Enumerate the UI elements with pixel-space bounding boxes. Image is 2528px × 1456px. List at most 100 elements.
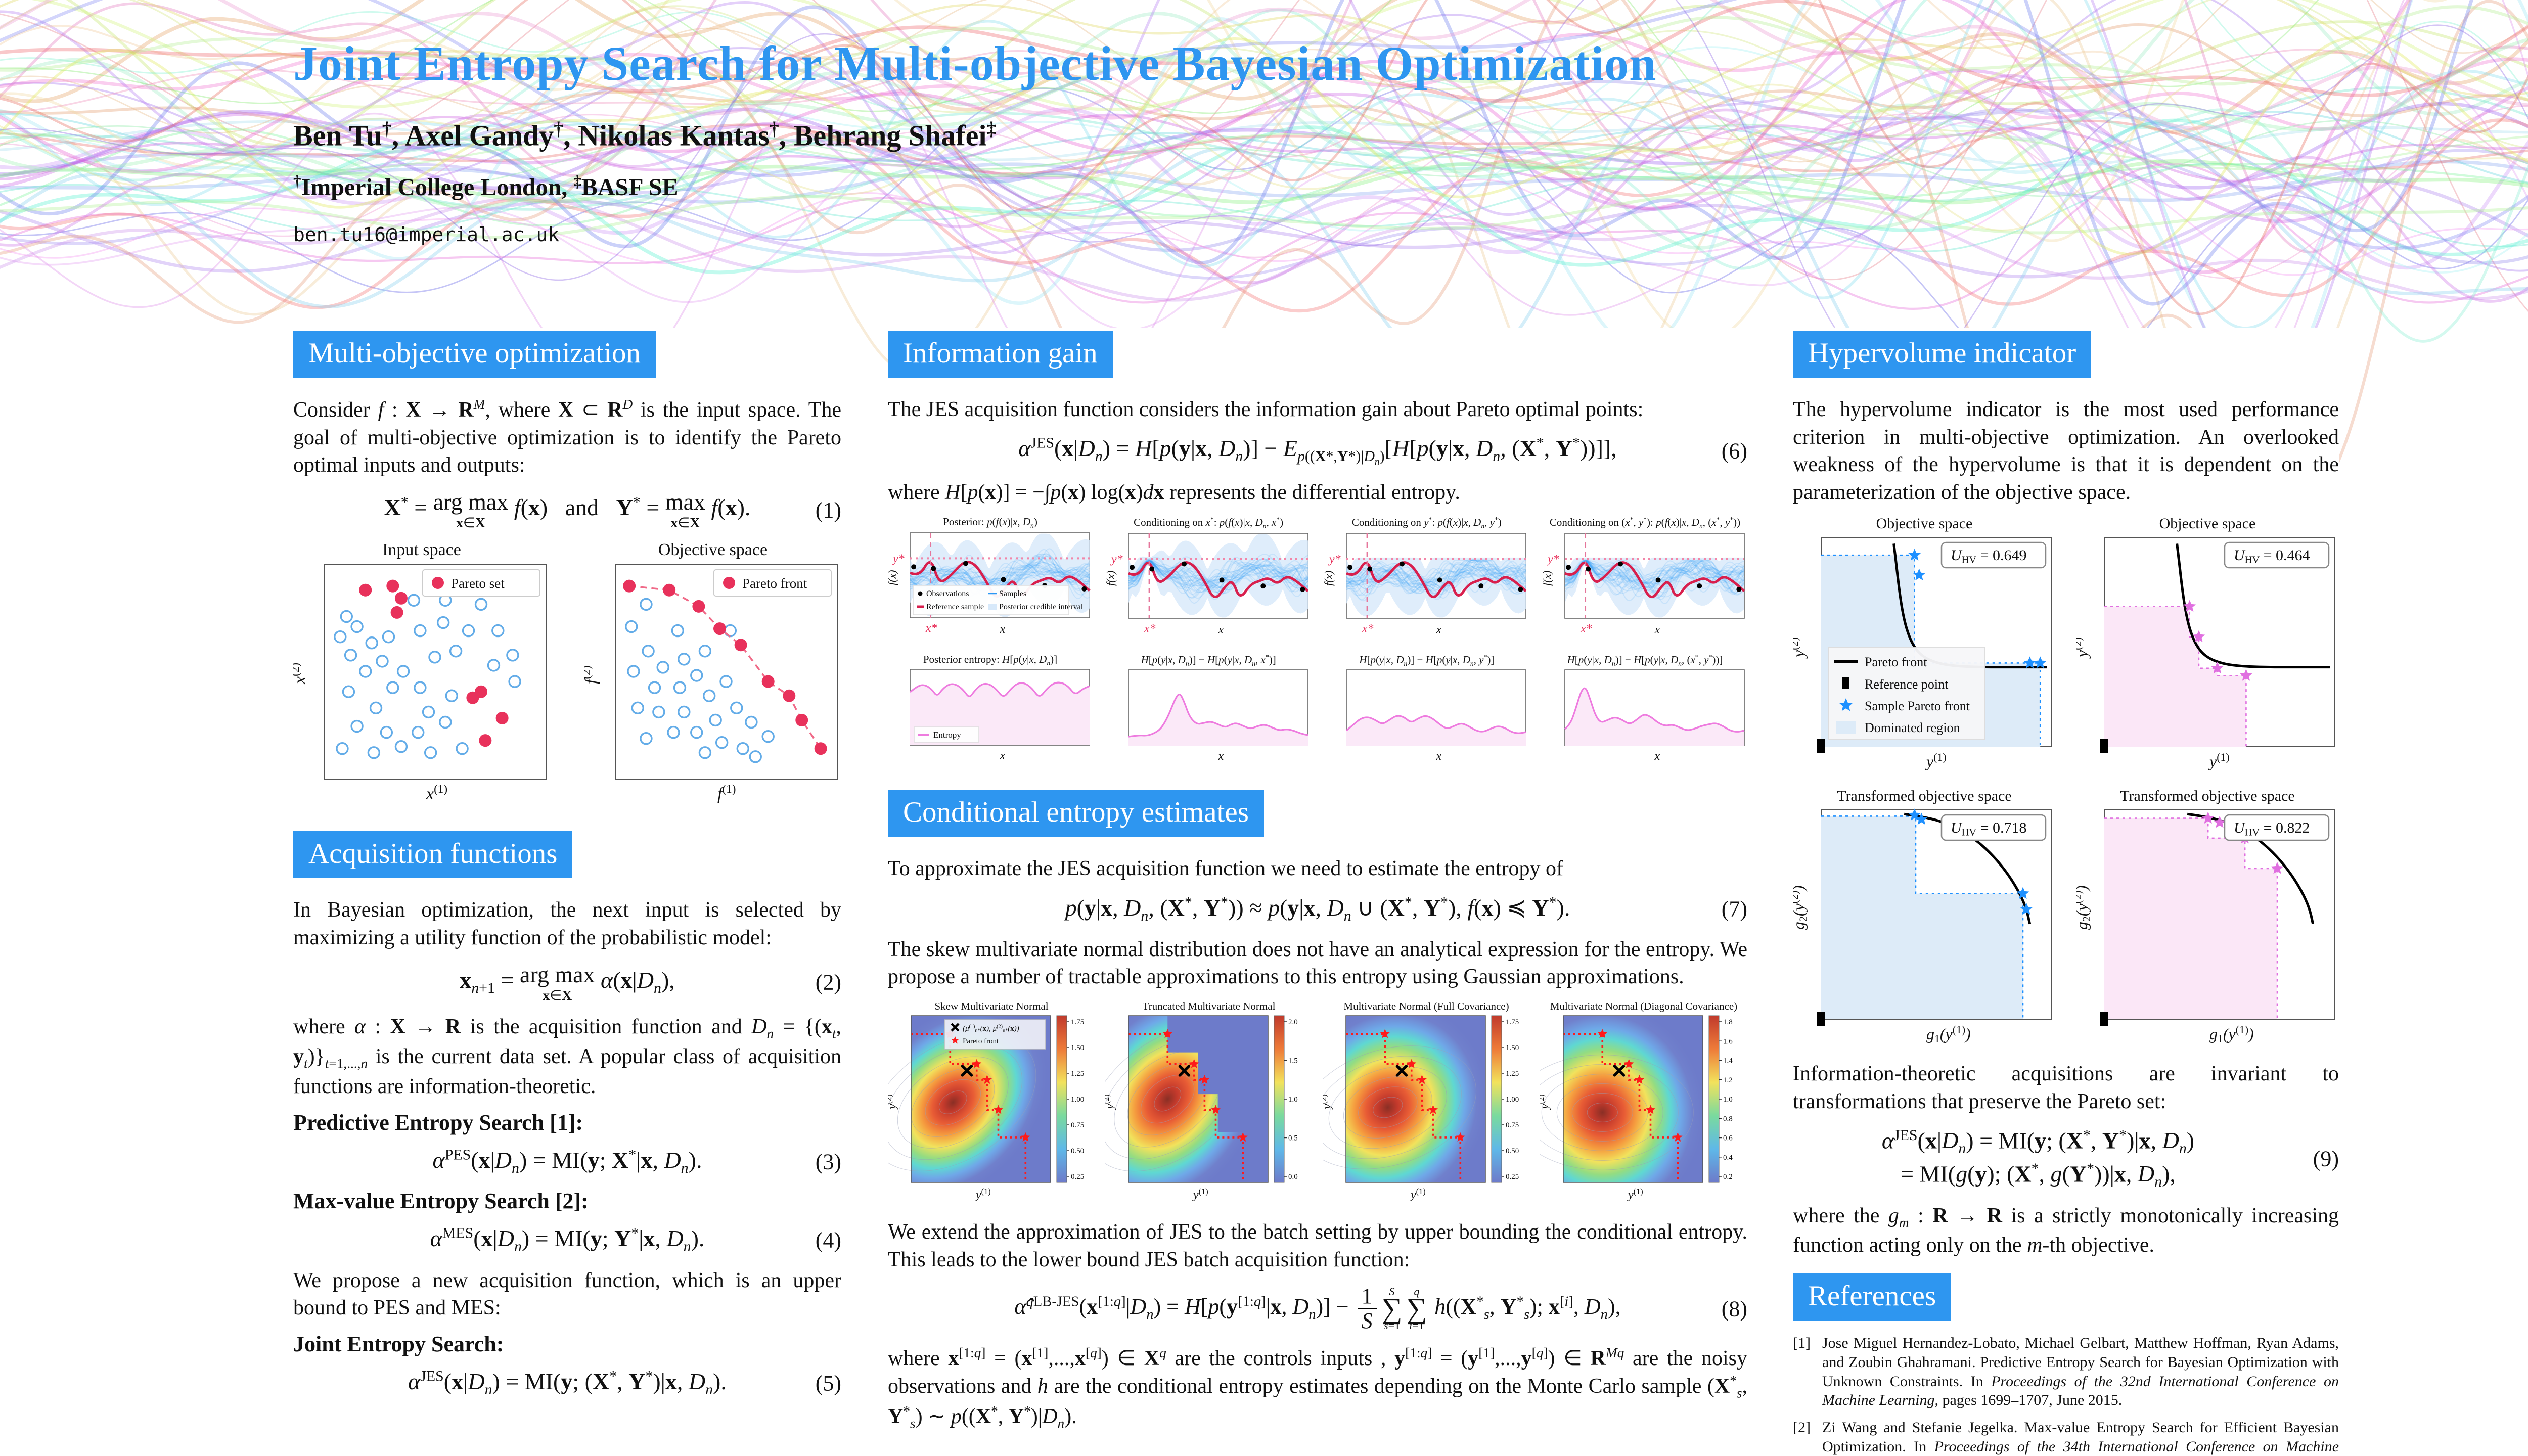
- svg-text:0.2: 0.2: [1723, 1173, 1733, 1181]
- svg-text:0.0: 0.0: [1288, 1173, 1298, 1181]
- cond-paragraph-1: To approximate the JES acquisition funct…: [888, 857, 1564, 881]
- equation-2: xn+1 = arg max x∈X α(x|Dn), (2): [460, 961, 841, 1003]
- svg-text:Reference sample: Reference sample: [926, 603, 984, 611]
- svg-text:g2(y(2)): g2(y(2)): [1793, 886, 1810, 930]
- equation-4: αMES(x|Dn) = MI(y; Y*|x, Dn). (4): [430, 1225, 841, 1255]
- svg-text:y(2): y(2): [1793, 638, 1808, 659]
- svg-text:1.0: 1.0: [1288, 1096, 1298, 1104]
- input-space-title: Input space: [382, 540, 461, 560]
- cond-paragraph-2: The skew multivariate normal distributio…: [888, 937, 1747, 989]
- svg-text:UHV = 0.718: UHV = 0.718: [1951, 820, 2027, 838]
- equation-5: αJES(x|Dn) = MI(y; (X*, Y*)|x, Dn). (5): [408, 1368, 841, 1398]
- svg-text:1.75: 1.75: [1506, 1018, 1519, 1026]
- figure-hypervolume-bottom: Transformed objective space UHV = 0.718 g1…: [1788, 788, 2339, 1051]
- hv-paragraph-1: The hypervolume indicator is the most us…: [1793, 398, 2339, 504]
- svg-text:1.4: 1.4: [1723, 1057, 1733, 1065]
- svg-text:x: x: [1436, 750, 1442, 763]
- section-header-acquisition: Acquisition functions: [293, 831, 573, 879]
- poster-affiliations: †Imperial College London, ‡BASF SE: [293, 172, 679, 201]
- svg-text:Sample Pareto front: Sample Pareto front: [1865, 699, 1970, 713]
- svg-text:Pareto front: Pareto front: [963, 1037, 999, 1045]
- svg-text:f(x): f(x): [1106, 570, 1117, 586]
- gp-panel-3: Conditioning on (x*, y*): p(f(x)|x, Dn, …: [1541, 516, 1747, 644]
- equation-7: p(y|x, Dn, (X*, Y*)) ≈ p(y|x, Dn ∪ (X*, …: [1065, 894, 1747, 924]
- svg-text:1.0: 1.0: [1723, 1096, 1733, 1104]
- svg-text:Pareto set: Pareto set: [451, 576, 505, 591]
- svg-text:Pareto front: Pareto front: [742, 576, 807, 591]
- svg-text:x: x: [1654, 623, 1660, 636]
- svg-text:y*: y*: [1547, 553, 1559, 566]
- svg-text:y(1): y(1): [1627, 1187, 1643, 1202]
- svg-text:f(x): f(x): [888, 570, 898, 585]
- svg-text:UHV = 0.649: UHV = 0.649: [1951, 547, 2027, 565]
- column-left: Multi-objective optimization Consider f …: [289, 328, 841, 1410]
- column-right: Hypervolume indicator The hypervolume in…: [1788, 328, 2339, 1456]
- svg-text:x: x: [1654, 750, 1660, 763]
- svg-text:x: x: [1217, 623, 1224, 636]
- svg-text:0.6: 0.6: [1723, 1134, 1733, 1143]
- hv-paragraph-3: where the gm : R → R is a strictly monot…: [1793, 1204, 2339, 1257]
- svg-text:y(2): y(2): [2076, 638, 2091, 659]
- svg-text:x(2): x(2): [293, 663, 309, 685]
- hv-panel-2: Transformed objective space UHV = 0.718 g1…: [1788, 788, 2056, 1051]
- section-header-conditional-entropy: Conditional entropy estimates: [888, 790, 1264, 837]
- cond-paragraph-4: where x[1:q] = (x[1],...,x[q]) ∈ Xq are …: [888, 1345, 1747, 1431]
- svg-text:UHV = 0.822: UHV = 0.822: [2234, 820, 2310, 838]
- svg-text:0.50: 0.50: [1506, 1147, 1519, 1155]
- equation-9: αJES(x|Dn) = MI(y; (X*, Y*)|x, Dn) = MI(…: [1881, 1126, 2339, 1191]
- references-list: [1] Jose Miguel Hernandez-Lobato, Michael…: [1793, 1334, 2339, 1456]
- svg-text:y(1): y(1): [2208, 751, 2230, 770]
- svg-text:1.6: 1.6: [1723, 1037, 1733, 1045]
- gp-panel-0: Posterior: p(f(x)|x, Dn) y* x* x f(x) Observa…: [886, 516, 1093, 644]
- svg-text:x*: x*: [1362, 622, 1374, 635]
- svg-text:g1(y(1)): g1(y(1)): [1926, 1024, 1971, 1045]
- svg-text:0.50: 0.50: [1071, 1147, 1084, 1155]
- jes-heading: Joint Entropy Search:: [293, 1331, 504, 1356]
- acq-paragraph-3: We propose a new acquisition function, w…: [293, 1268, 841, 1320]
- svg-text:1.00: 1.00: [1506, 1096, 1519, 1104]
- poster-authors: Ben Tu†, Axel Gandy†, Nikolas Kantas†, B…: [293, 118, 997, 152]
- svg-text:y(2): y(2): [1540, 1094, 1551, 1110]
- section-header-hypervolume: Hypervolume indicator: [1793, 331, 2092, 378]
- svg-text:g1(y(1)): g1(y(1)): [2209, 1024, 2254, 1045]
- svg-text:Entropy: Entropy: [933, 730, 961, 740]
- heatmap-panel-0: Skew Multivariate Normal (μ(1)n*(x), μ(2)…: [870, 1000, 1095, 1209]
- cond-paragraph-3: We extend the approximation of JES to th…: [888, 1220, 1747, 1271]
- mes-heading: Max-value Entropy Search [2]:: [293, 1189, 589, 1214]
- svg-text:f(2): f(2): [584, 666, 601, 684]
- figure-gp-conditioning: Posterior: p(f(x)|x, Dn) y* x* x f(x) Observa…: [886, 516, 1747, 644]
- svg-text:1.50: 1.50: [1506, 1044, 1519, 1052]
- svg-text:1.75: 1.75: [1071, 1018, 1084, 1026]
- svg-text:x: x: [1000, 749, 1006, 762]
- svg-text:Posterior credible interval: Posterior credible interval: [999, 603, 1084, 611]
- gp-panel-2: Conditioning on y*: p(f(x)|x, Dn, y*) y* x…: [1322, 516, 1529, 644]
- figure-entropy-row: Posterior entropy: H[p(y|x, Dn)] x Entropy…: [888, 653, 1747, 768]
- gp-panel-1: Conditioning on x*: p(f(x)|x, Dn, x*) y* x…: [1104, 516, 1311, 644]
- objective-space-plot: Pareto front f(1) f(2): [580, 564, 838, 803]
- svg-text:x*: x*: [1580, 622, 1592, 635]
- objective-space-panel: Objective space Pareto front f(1) f(2): [580, 540, 841, 807]
- svg-text:f(x): f(x): [1324, 570, 1335, 586]
- svg-text:2.0: 2.0: [1288, 1018, 1298, 1026]
- heatmap-panel-1: Truncated Multivariate Normal 2.0 1.5 1.0 0.…: [1087, 1000, 1313, 1209]
- poster-header: Joint Entropy Search for Multi-objective…: [293, 35, 1657, 246]
- equation-8: α̂qLB-JES(x[1:q]|Dn) = H[p(y[1:q]|x, Dn)…: [1014, 1284, 1747, 1334]
- svg-text:Reference point: Reference point: [1865, 677, 1949, 692]
- svg-text:Dominated region: Dominated region: [1865, 720, 1960, 735]
- info-paragraph-2: where H[p(x)] = −∫p(x) log(x)dx represen…: [888, 481, 1460, 505]
- svg-text:0.4: 0.4: [1723, 1154, 1733, 1162]
- figure-pareto-scatter: Input space Pareto set x(1) x(2) Objective…: [289, 540, 841, 807]
- column-middle: Information gain The JES acquisition fun…: [870, 328, 1747, 1438]
- svg-text:0.25: 0.25: [1506, 1173, 1519, 1181]
- input-space-panel: Input space Pareto set x(1) x(2): [289, 540, 550, 807]
- svg-text:y(1): y(1): [975, 1187, 991, 1202]
- svg-text:y(1): y(1): [1925, 751, 1947, 770]
- svg-text:0.75: 0.75: [1506, 1121, 1519, 1129]
- svg-text:g2(y(2)): g2(y(2)): [2076, 886, 2093, 930]
- acq-paragraph-1: In Bayesian optimization, the next input…: [293, 898, 841, 949]
- equation-1: X* = arg max x∈X f(x) and Y* = max x∈X f(x…: [384, 488, 841, 530]
- pes-heading: Predictive Entropy Search [1]:: [293, 1110, 583, 1135]
